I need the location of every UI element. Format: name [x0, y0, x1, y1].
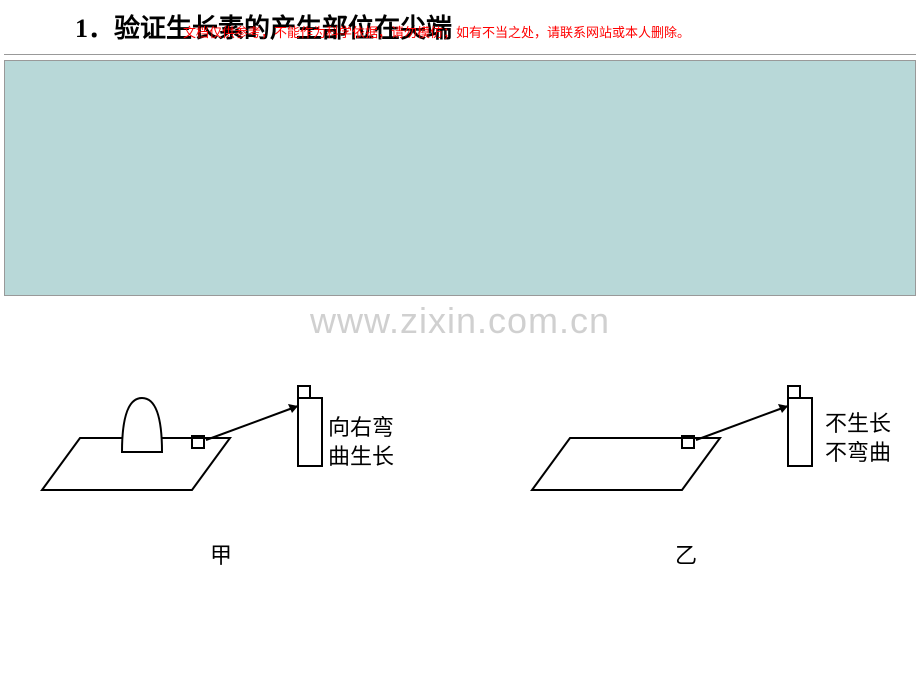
- result-text-jia: 向右弯 曲生长: [328, 414, 394, 471]
- result-text-yi: 不生长 不弯曲: [825, 410, 891, 467]
- result-yi-line1: 不生长: [825, 410, 891, 439]
- disclaimer-text: 文档仅供参考，不能作为科学依据，请勿模仿；如有不当之处，请联系网站或本人删除。: [183, 22, 690, 41]
- watermark-text: www.zixin.com.cn: [310, 300, 610, 342]
- caption-jia: 甲: [210, 538, 232, 570]
- divider-line: [4, 54, 916, 55]
- result-jia-line1: 向右弯: [328, 414, 394, 443]
- diagram-yi: [520, 380, 920, 560]
- content-box: [4, 60, 916, 296]
- result-yi-line2: 不弯曲: [825, 439, 891, 468]
- experiment-yi: 不生长 不弯曲 乙: [520, 380, 920, 565]
- caption-yi: 乙: [675, 538, 697, 570]
- diagram-area: 向右弯 曲生长 甲 不生长 不弯曲 乙: [0, 380, 920, 580]
- experiment-jia: 向右弯 曲生长 甲: [30, 380, 430, 565]
- result-jia-line2: 曲生长: [328, 443, 394, 472]
